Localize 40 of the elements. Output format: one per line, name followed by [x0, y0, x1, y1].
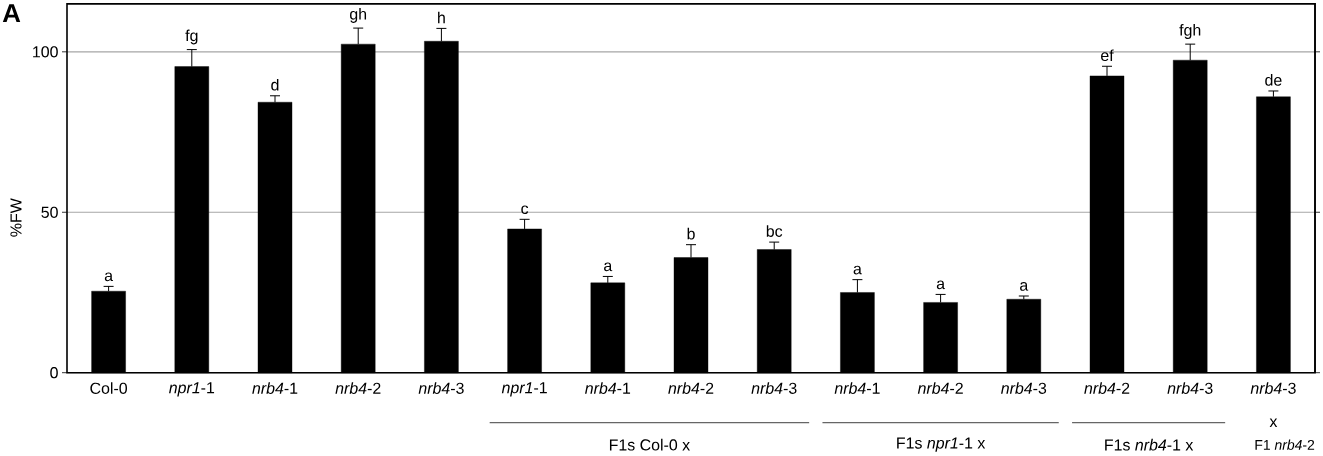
- data-label: fgh: [1179, 24, 1201, 39]
- x-tick-label: Col-0: [90, 382, 128, 394]
- data-label: a: [1020, 282, 1029, 291]
- x-tick-label: nrb4-3: [751, 382, 797, 394]
- data-label: ef: [1101, 49, 1114, 62]
- data-label: d: [271, 78, 279, 91]
- data-label: b: [687, 227, 695, 240]
- x-tick-label: nrb4-3: [1001, 382, 1047, 394]
- text: F1s Col-0 x: [609, 438, 690, 451]
- text: F1s nrb4-1 x: [1105, 438, 1194, 451]
- data-label: a: [104, 272, 114, 282]
- y-tick-label: 100: [33, 46, 58, 58]
- x-tick-label: nrb4-3: [1167, 382, 1213, 394]
- x-tick-label: nrb4-3: [1250, 382, 1296, 394]
- data-label: bc: [766, 225, 783, 237]
- data-label: fg: [185, 29, 198, 45]
- data-label: c: [521, 205, 529, 215]
- data-label: a: [853, 265, 862, 275]
- text: F1 nrb4-2: [1255, 439, 1315, 450]
- y-tick-label: 0: [50, 367, 58, 379]
- x-tick-label: nrb4-1: [585, 382, 631, 394]
- x-tick-label: npr1-1: [169, 382, 215, 397]
- data-label: a: [604, 262, 613, 272]
- text: x: [1269, 418, 1278, 427]
- data-label: a: [936, 280, 946, 290]
- text: F1s npr1-1 x: [897, 437, 986, 452]
- x-tick-label: npr1-1: [501, 382, 547, 397]
- y-tick-label: 50: [41, 206, 58, 218]
- y-axis-title: %FW: [10, 198, 22, 237]
- chart-title: A: [2, 4, 21, 23]
- x-tick-label: nrb4-2: [335, 382, 381, 394]
- data-label: h: [438, 11, 445, 24]
- x-tick-label: nrb4-1: [252, 382, 298, 394]
- x-tick-label: nrb4-3: [418, 382, 464, 394]
- x-tick-label: nrb4-2: [917, 382, 963, 394]
- x-tick-label: nrb4-1: [834, 382, 880, 394]
- data-label: de: [1265, 74, 1282, 86]
- x-tick-label: nrb4-2: [1084, 382, 1130, 394]
- x-tick-label: nrb4-2: [668, 382, 714, 394]
- data-label: gh: [350, 8, 367, 23]
